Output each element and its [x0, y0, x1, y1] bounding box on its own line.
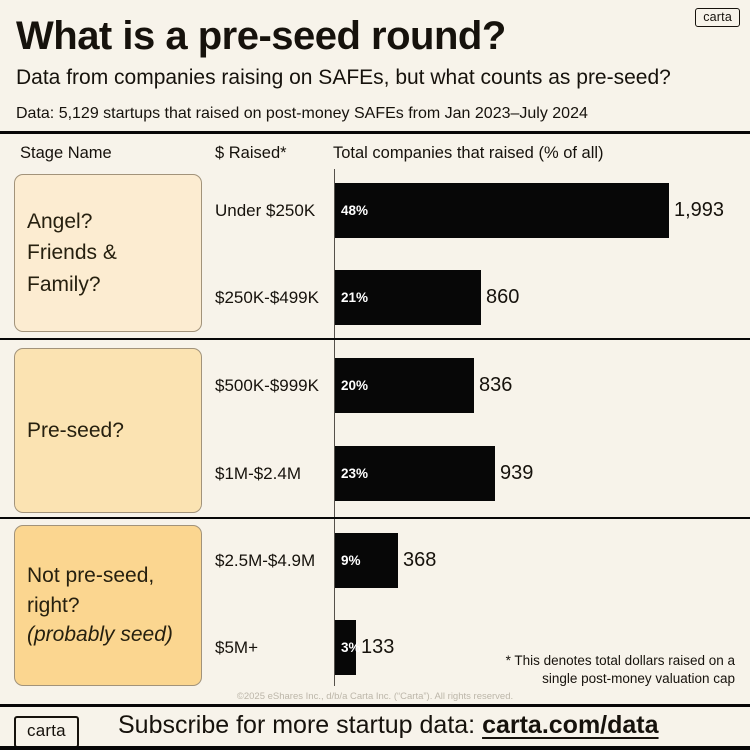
footer-subscribe-text: Subscribe for more startup data: carta.c… — [118, 711, 659, 740]
bar-row: 20% 836 — [335, 358, 512, 413]
stage-label-line: Angel? — [27, 209, 93, 233]
column-header-raised: $ Raised* — [215, 144, 287, 162]
bar-row: 9% 368 — [335, 533, 436, 588]
bar-percent-label: 3% — [341, 640, 361, 655]
stage-label-line: Not pre-seed, — [27, 563, 155, 587]
bar-row: 21% 860 — [335, 270, 519, 325]
stage-box-not-pre-seed: Not pre-seed, right? (probably seed) — [14, 525, 202, 686]
bar-2-5m-4-9m: 9% — [335, 533, 398, 588]
footnote-line: single post-money valuation cap — [542, 670, 735, 686]
column-header-stage-name: Stage Name — [20, 144, 112, 162]
bar-percent-label: 48% — [341, 203, 369, 218]
bar-count-label: 836 — [479, 374, 513, 396]
page-title: What is a pre-seed round? — [16, 14, 506, 58]
stage-box-pre-seed: Pre-seed? — [14, 348, 202, 513]
bar-percent-label: 21% — [341, 290, 369, 305]
carta-logo-footer: carta — [14, 716, 79, 748]
range-label-2-5m-4-9m: $2.5M-$4.9M — [215, 550, 316, 570]
bar-count-label: 860 — [486, 286, 520, 308]
section-divider — [0, 338, 750, 340]
bar-row: 3% 133 — [335, 620, 394, 675]
column-header-total-companies: Total companies that raised (% of all) — [333, 144, 604, 162]
stage-label-line: Friends & Family? — [27, 241, 117, 296]
stage-label-line-italic: (probably seed) — [27, 623, 173, 647]
stage-box-angel-friends-family: Angel? Friends & Family? — [14, 174, 202, 332]
range-label-5m-plus: $5M+ — [215, 637, 258, 657]
header-divider — [0, 131, 750, 134]
section-divider — [0, 517, 750, 519]
stage-label-line: right? — [27, 593, 80, 617]
bar-count-label: 939 — [500, 462, 534, 484]
range-label-under-250k: Under $250K — [215, 200, 316, 220]
page-subtitle: Data from companies raising on SAFEs, bu… — [16, 66, 671, 89]
bar-5m-plus: 3% — [335, 620, 361, 675]
range-label-250k-499k: $250K-$499K — [215, 287, 319, 307]
carta-logo-top: carta — [695, 8, 740, 27]
footer-data-link[interactable]: carta.com/data — [482, 711, 659, 739]
footer-subscribe-prompt: Subscribe for more startup data: — [118, 711, 483, 739]
bar-percent-label: 9% — [341, 553, 361, 568]
footnote-line: * This denotes total dollars raised on a — [505, 653, 735, 668]
bottom-edge-bar — [0, 746, 750, 750]
bar-percent-label: 20% — [341, 378, 369, 393]
bar-percent-label: 23% — [341, 466, 369, 481]
bar-250k-499k: 21% — [335, 270, 481, 325]
bar-row: 23% 939 — [335, 446, 533, 501]
stage-label-line: Pre-seed? — [27, 418, 124, 442]
bar-count-label: 368 — [403, 549, 437, 571]
bar-count-label: 1,993 — [674, 199, 725, 221]
bar-count-label: 133 — [361, 636, 395, 658]
range-label-500k-999k: $500K-$999K — [215, 375, 319, 395]
data-source-note: Data: 5,129 startups that raised on post… — [16, 105, 588, 122]
copyright-notice: ©2025 eShares Inc., d/b/a Carta Inc. (“C… — [236, 691, 514, 702]
chart-axis-line — [334, 169, 335, 686]
footer-divider — [0, 704, 750, 707]
bar-1m-2-4m: 23% — [335, 446, 495, 501]
bar-row: 48% 1,993 — [335, 183, 724, 238]
bar-under-250k: 48% — [335, 183, 669, 238]
footnote: * This denotes total dollars raised on a… — [506, 652, 735, 687]
bar-500k-999k: 20% — [335, 358, 474, 413]
range-label-1m-2-4m: $1M-$2.4M — [215, 463, 301, 483]
